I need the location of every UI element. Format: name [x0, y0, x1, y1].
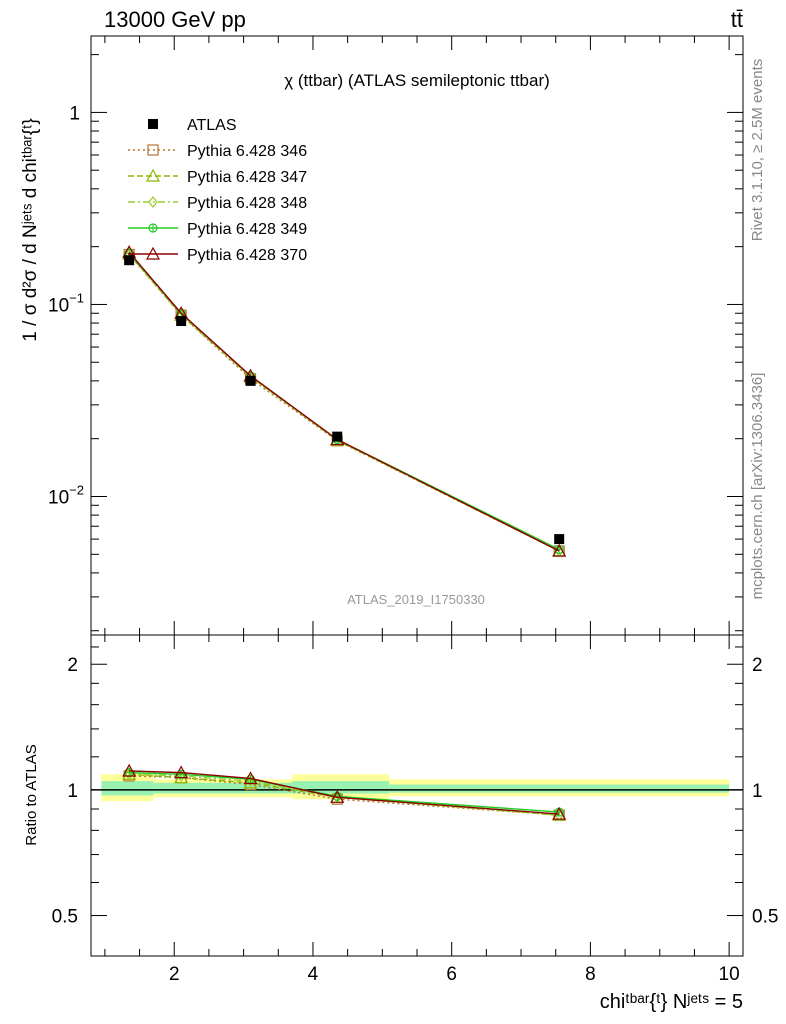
atlas-data-point: [332, 431, 343, 442]
ratio-point-5: [122, 763, 137, 777]
legend: ATLAS Pythia 6.428 346 Pythia 6.428 347 Pyt…: [128, 117, 307, 264]
legend-marker-1: [147, 144, 159, 156]
x-tick-label: 8: [585, 964, 596, 985]
main-y-axis-label: 1 / σ d²σ / d Nʲᵉᵗˢ d chiᵗᵇᵃʳ{ᵗ}: [20, 118, 41, 341]
ratio-series-layer: [122, 763, 567, 822]
series-line-4: [128, 252, 560, 551]
atlas-data-point: [245, 375, 256, 386]
ratio-axis-ticks: 2 4 6 8 10 0.5 0.5 1 1 2 2: [52, 635, 778, 985]
legend-marker-4: [148, 223, 158, 233]
ratio-line-5: [129, 770, 560, 815]
analysis-watermark: ATLAS_2019_I1750330: [347, 592, 485, 607]
x-tick-label: 10: [719, 964, 740, 985]
atlas-data-point: [124, 255, 135, 266]
series-line-3: [128, 253, 560, 552]
ratio-band-inner: [389, 784, 730, 793]
series-point-5: [552, 543, 567, 557]
mcplots-label: mcplots.cern.ch [arXiv:1306.3436]: [749, 373, 766, 600]
legend-label-3: Pythia 6.428 348: [187, 195, 307, 212]
legend-marker-2: [145, 168, 161, 182]
ratio-y-tick-label-right: 0.5: [752, 907, 778, 928]
main-series-layer: [122, 244, 567, 557]
plot-title: χ (ttbar) (ATLAS semileptonic ttbar): [284, 71, 550, 90]
series-line-2: [128, 253, 560, 552]
legend-label-1: Pythia 6.428 346: [187, 143, 307, 160]
ratio-y-tick-label-right: 1: [752, 781, 763, 802]
legend-label-2: Pythia 6.428 347: [187, 169, 307, 186]
x-tick-label: 2: [169, 964, 180, 985]
ratio-point-5: [330, 790, 345, 803]
main-y-tick-label: 10−1: [48, 290, 84, 316]
atlas-data-point: [554, 534, 565, 545]
series-line-1: [128, 254, 560, 552]
main-y-tick-label: 1: [69, 103, 80, 124]
ratio-point-5: [552, 806, 567, 820]
legend-label-4: Pythia 6.428 349: [187, 221, 307, 238]
ratio-y-tick-label-right: 2: [752, 655, 763, 676]
ratio-y-tick-label: 1: [67, 781, 78, 802]
main-axis-ticks: 1 10−1 10−2: [48, 36, 743, 635]
legend-marker-5: [145, 246, 161, 260]
energy-label: 13000 GeV pp: [104, 7, 246, 32]
process-label: tt̄: [731, 7, 743, 32]
ratio-y-tick-label: 2: [67, 655, 78, 676]
legend-label-0: ATLAS: [187, 117, 237, 134]
series-line-5: [128, 251, 560, 552]
ratio-point-5: [174, 765, 189, 779]
x-tick-label: 6: [446, 964, 457, 985]
legend-marker-3: [148, 196, 158, 208]
ratio-line-1: [129, 775, 560, 816]
ratio-band-inner: [292, 781, 390, 794]
ratio-y-axis-label: Ratio to ATLAS: [23, 744, 40, 845]
atlas-data-point: [176, 316, 187, 327]
x-tick-label: 4: [308, 964, 319, 985]
ratio-uncertainty-bands: [91, 774, 743, 802]
ratio-point-5: [243, 771, 258, 785]
legend-label-5: Pythia 6.428 370: [187, 247, 307, 264]
ratio-y-tick-label: 0.5: [52, 907, 78, 928]
ratio-band-inner: [101, 781, 154, 796]
rivet-version-label: Rivet 3.1.10, ≥ 2.5M events: [749, 59, 766, 242]
ratio-band-inner: [153, 782, 293, 794]
x-axis-label: chiᵗᵇᵃʳ{ᵗ} Nʲᵉᵗˢ = 5: [600, 991, 743, 1013]
legend-marker-0: [148, 119, 158, 129]
main-y-tick-label: 10−2: [48, 482, 84, 508]
